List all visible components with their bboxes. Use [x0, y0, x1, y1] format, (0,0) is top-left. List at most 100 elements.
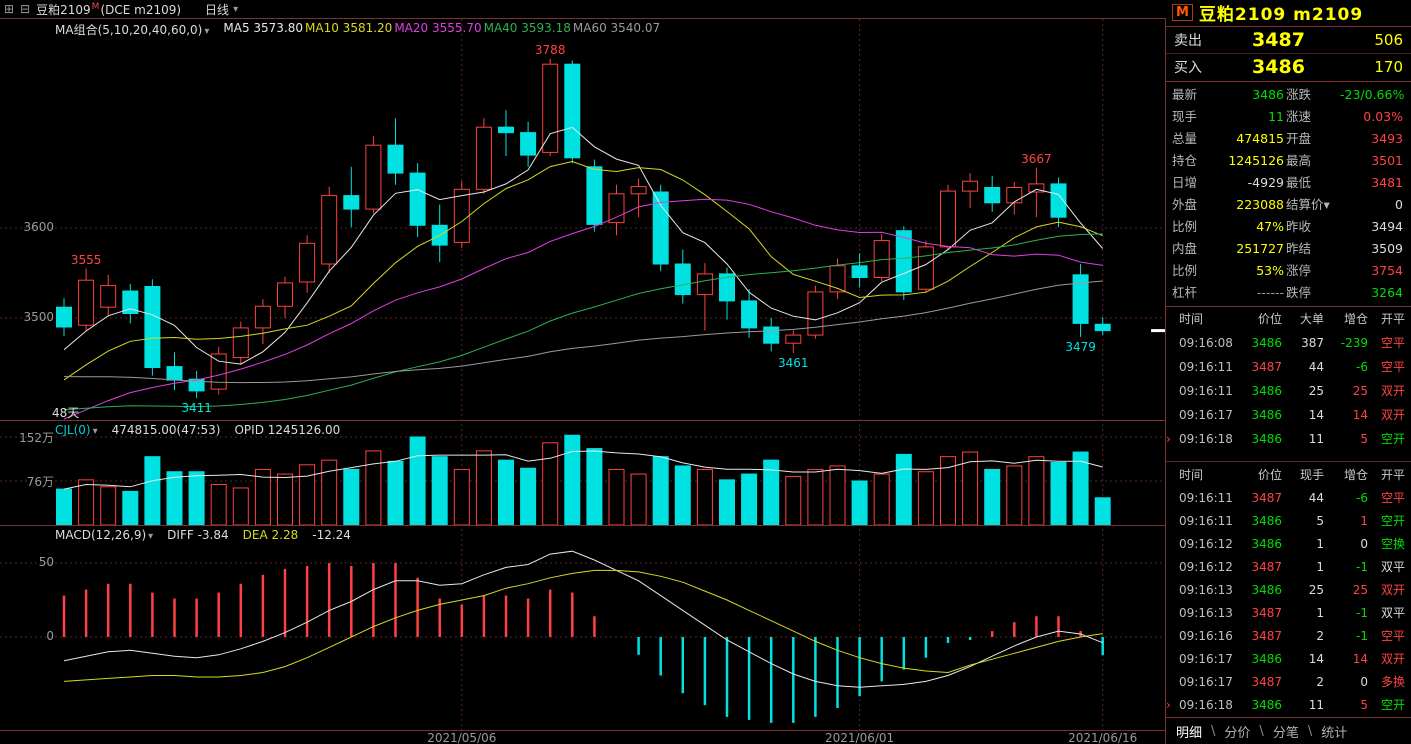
trade-row[interactable]: 09:16:17 3486 14 14 双开	[1166, 648, 1411, 671]
trade-cell: 双平	[1380, 560, 1405, 575]
quote-label: 日增	[1172, 174, 1198, 190]
bid-quantity: 170	[1374, 58, 1403, 77]
quote-value: 223088	[1236, 196, 1284, 212]
quote-value: -23/0.66%	[1340, 86, 1405, 102]
trade-cell: 09:16:12	[1179, 560, 1233, 575]
trade-row[interactable]: 09:16:08 3486 387 -239 空平	[1166, 331, 1411, 355]
trade-cell: 09:16:16	[1179, 629, 1233, 644]
trade-cell: 3487	[1251, 560, 1282, 575]
bid-label: 买入	[1174, 60, 1202, 77]
column-header: 价位	[1257, 311, 1282, 326]
table-divider	[1166, 451, 1411, 463]
quote-row: 现手 11 涨速 0.03%	[1166, 106, 1411, 128]
trade-row[interactable]: 09:16:12 3487 1 -1 双平	[1166, 556, 1411, 579]
chevron-down-icon: ▾	[233, 3, 239, 15]
ask-price: 3487	[1252, 28, 1305, 51]
trade-cell: 空换	[1380, 537, 1405, 552]
chart-area[interactable]: 3600 3500 152万 76万 50 0 2021/05/06 2021/06/01 20…	[0, 0, 1166, 744]
chart-canvas	[0, 0, 1166, 744]
trade-cell: 5	[1316, 514, 1324, 529]
panel-instrument-title: 豆粕2109 m2109	[1198, 5, 1364, 26]
chevron-down-icon: ▾	[148, 531, 154, 542]
tab-tick[interactable]: 分笔	[1272, 725, 1299, 741]
quote-label: 跌停	[1286, 284, 1312, 300]
trade-cell: 14	[1352, 407, 1368, 422]
trade-row[interactable]: 09:16:17 3487 2 0 多换	[1166, 671, 1411, 694]
volume-value: 474815.00(47:53)	[111, 423, 221, 437]
table-header-row: 时间 价位 现手 增仓 开平	[1166, 464, 1411, 487]
layout-split-icon[interactable]: ⊟	[20, 2, 31, 16]
trade-cell: 空开	[1380, 698, 1405, 713]
panel-header: M 豆粕2109 m2109	[1166, 0, 1411, 27]
trade-cell: 3487	[1251, 491, 1282, 506]
quote-value: 3486	[1252, 86, 1284, 102]
trade-row[interactable]: 09:16:13 3486 25 25 双开	[1166, 579, 1411, 602]
quote-value: 0	[1395, 196, 1403, 212]
tab-detail[interactable]: 明细	[1176, 725, 1203, 741]
trade-cell: 25	[1308, 383, 1324, 398]
trade-cell: 387	[1301, 335, 1324, 350]
period-selector[interactable]: 日线 ▾	[205, 2, 239, 17]
quote-row: 日增 -4929 最低 3481	[1166, 172, 1411, 194]
trade-cell: 3486	[1251, 383, 1282, 398]
trade-cell: 25	[1352, 383, 1368, 398]
pane-borders	[0, 0, 1166, 744]
quote-value: -4929	[1247, 174, 1284, 190]
trade-cell: -239	[1340, 335, 1368, 350]
trade-row[interactable]: 09:16:12 3486 1 0 空换	[1166, 533, 1411, 556]
trade-cell: 5	[1360, 431, 1368, 446]
trade-row[interactable]: 09:16:11 3487 44 -6 空平	[1166, 355, 1411, 379]
column-header: 大单	[1299, 311, 1324, 326]
trade-row[interactable]: 09:16:11 3487 44 -6 空平	[1166, 487, 1411, 510]
column-header: 时间	[1179, 311, 1204, 326]
ask-row[interactable]: 卖出 3487 506	[1166, 27, 1411, 55]
quote-value: 3481	[1371, 174, 1403, 190]
ma-legend: MA组合(5,10,20,40,60,0) ▾ MA5 3573.80 MA10 3…	[55, 21, 662, 38]
trade-row[interactable]: 09:16:18 › 3486 11 5 空开	[1166, 694, 1411, 717]
trade-cell: 44	[1308, 491, 1324, 506]
main-contract-badge: M	[91, 1, 100, 12]
quote-label: 最新	[1172, 86, 1198, 102]
macd-legend: MACD(12,26,9) ▾ DIFF -3.84 DEA 2.28 -12.2…	[55, 528, 351, 542]
tab-price-dist[interactable]: 分价	[1224, 725, 1251, 741]
trade-cell: 3487	[1251, 606, 1282, 621]
quote-label: 涨跌	[1286, 86, 1312, 102]
trade-row[interactable]: 09:16:11 3486 5 1 空开	[1166, 510, 1411, 533]
column-header: 现手	[1299, 468, 1324, 483]
tab-stats[interactable]: 统计	[1321, 725, 1348, 741]
trade-cell: 14	[1308, 407, 1324, 422]
trade-cell: 多换	[1380, 675, 1405, 690]
trade-cell: 11	[1308, 698, 1324, 713]
quote-row: 最新 3486 涨跌 -23/0.66%	[1166, 84, 1411, 106]
quote-label: 最低	[1286, 174, 1312, 190]
ma-legend-item: MA40 3593.18	[483, 21, 571, 35]
trade-cell: 3487	[1251, 359, 1282, 374]
volume-indicator-selector[interactable]: CJL(0) ▾	[55, 423, 98, 437]
trade-cell: 2	[1316, 629, 1324, 644]
trade-row[interactable]: 09:16:13 3487 1 -1 双平	[1166, 602, 1411, 625]
quote-label: 杠杆	[1172, 284, 1198, 300]
quote-row: 比例 47% 昨收 3494	[1166, 216, 1411, 238]
layout-grid-icon[interactable]: ⊞	[4, 2, 15, 16]
quote-label: 比例	[1172, 218, 1198, 234]
main-contract-logo: M	[1172, 4, 1193, 22]
trade-cell: 1	[1360, 514, 1368, 529]
open-interest-value: OPID 1245126.00	[234, 423, 341, 437]
bid-row[interactable]: 买入 3486 170	[1166, 54, 1411, 82]
tab-separator: \	[1259, 723, 1264, 739]
trade-row[interactable]: 09:16:16 3487 2 -1 空平	[1166, 625, 1411, 648]
trade-cell: 3486	[1251, 583, 1282, 598]
quote-value: 474815	[1236, 130, 1284, 146]
trade-row[interactable]: 09:16:11 3486 25 25 双开	[1166, 379, 1411, 403]
trade-row[interactable]: 09:16:17 3486 14 14 双开	[1166, 403, 1411, 427]
quote-label: 内盘	[1172, 240, 1198, 256]
trade-row[interactable]: 09:16:18 › 3486 11 5 空开	[1166, 427, 1411, 451]
tick-detail-table: 时间 价位 现手 增仓 开平 09:16:11 3487 44 -6 空平 09:16:11 3486…	[1166, 464, 1411, 717]
trade-cell: 09:16:11	[1179, 383, 1233, 398]
macd-indicator-selector[interactable]: MACD(12,26,9) ▾	[55, 528, 154, 542]
ma-group-selector[interactable]: MA组合(5,10,20,40,60,0) ▾	[55, 23, 210, 37]
trade-cell: 3486	[1251, 652, 1282, 667]
quote-label: 外盘	[1172, 196, 1198, 212]
quote-label: 最高	[1286, 152, 1312, 168]
trade-cell: 09:16:11	[1179, 491, 1233, 506]
